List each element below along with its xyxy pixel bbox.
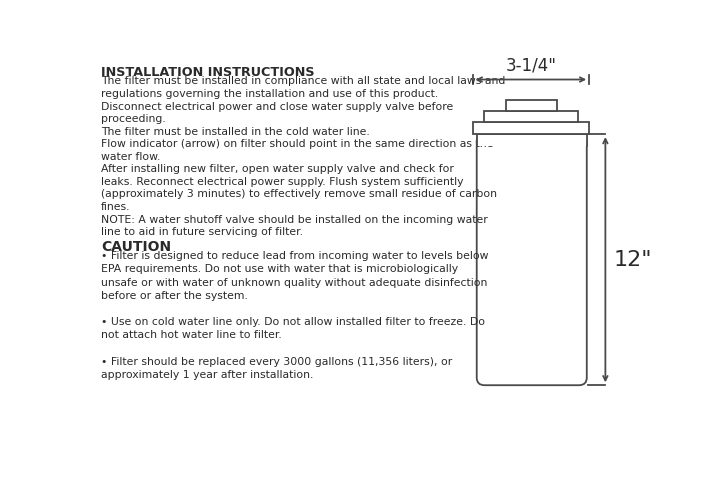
Bar: [484, 111, 578, 122]
Text: • Filter is designed to reduce lead from incoming water to levels below
EPA requ: • Filter is designed to reduce lead from…: [101, 251, 488, 380]
Bar: [506, 100, 557, 111]
Bar: [473, 122, 589, 134]
Bar: [477, 130, 587, 146]
Text: 3-1/4": 3-1/4": [505, 56, 557, 74]
Text: 12": 12": [613, 250, 652, 270]
Text: CAUTION: CAUTION: [101, 240, 171, 254]
Text: INSTALLATION INSTRUCTIONS: INSTALLATION INSTRUCTIONS: [101, 67, 315, 79]
FancyBboxPatch shape: [477, 134, 587, 385]
Text: The filter must be installed in compliance with all state and local laws and
reg: The filter must be installed in complian…: [101, 76, 505, 237]
